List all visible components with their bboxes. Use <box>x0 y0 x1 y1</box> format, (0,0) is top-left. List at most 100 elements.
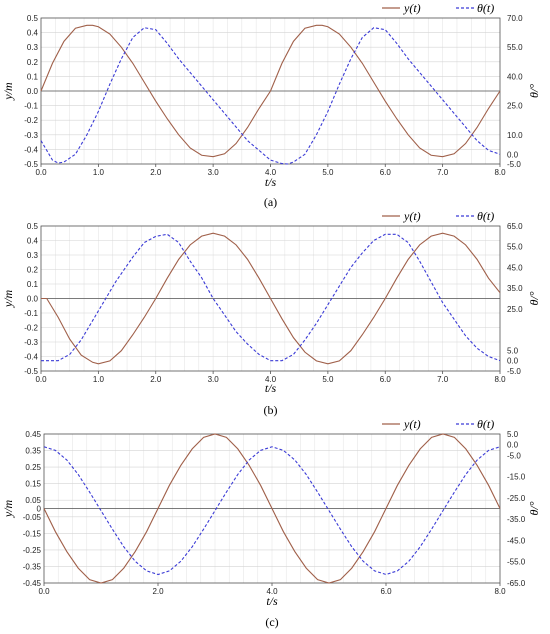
y-tick-label: 0.0 <box>27 87 39 96</box>
y2-tick-label: 0.0 <box>507 150 519 159</box>
y-tick-label: 0.4 <box>27 237 39 246</box>
y-tick-label: 0 <box>37 505 42 514</box>
y-tick-label: 0.45 <box>25 430 41 439</box>
x-tick-label: 4.0 <box>265 375 277 384</box>
x-tick-label: 8.0 <box>494 168 506 177</box>
y2-axis-label: θ/° <box>527 501 541 515</box>
y-tick-label: 0.3 <box>27 43 39 52</box>
x-tick-label: 8.0 <box>494 587 506 596</box>
y2-tick-label: -45.0 <box>507 536 526 545</box>
y-axis-label: y/m <box>1 290 15 309</box>
x-tick-label: 1.0 <box>93 168 105 177</box>
legend-label: θ(t) <box>477 417 494 431</box>
x-tick-label: 2.0 <box>152 587 164 596</box>
y-tick-label: 0.05 <box>25 496 41 505</box>
y2-tick-label: -35.0 <box>507 515 526 524</box>
x-tick-label: 6.0 <box>380 375 392 384</box>
x-tick-label: 8.0 <box>494 375 506 384</box>
chart-1: 0.0 1.0 2.0 3.0 4.0 5.0 6.0 7.0 8.0 -0.5 -0.4 -0.3 -… <box>1 1 541 209</box>
y-tick-label: -0.4 <box>24 353 38 362</box>
x-tick-label: 2.0 <box>150 375 162 384</box>
y-tick-label: -0.2 <box>24 116 38 125</box>
y2-tick-label: 25.0 <box>507 102 523 111</box>
y2-tick-label: -65.0 <box>507 579 526 588</box>
series-line-theta <box>40 27 501 165</box>
x-tick-label: 4.0 <box>266 587 278 596</box>
x-tick-label: 5.0 <box>322 375 334 384</box>
x-tick-label: 0.0 <box>38 587 50 596</box>
x-tick-label: 7.0 <box>437 375 449 384</box>
y2-tick-label: 0.0 <box>507 357 519 366</box>
y-tick-label: -0.1 <box>24 102 38 111</box>
y-tick-label: 0.4 <box>27 29 39 38</box>
y-tick-label: -0.05 <box>23 513 42 522</box>
y-tick-label: -0.25 <box>23 546 42 555</box>
series-line-theta <box>41 233 501 362</box>
chart-caption: (c) <box>265 615 278 629</box>
y-tick-label: 0.25 <box>25 463 41 472</box>
y-tick-label: 0.5 <box>27 222 39 231</box>
y-tick-label: 0.3 <box>27 251 39 260</box>
legend-label: y(t) <box>403 209 421 223</box>
legend-label: y(t) <box>403 417 421 431</box>
y-tick-label: -0.4 <box>24 145 38 154</box>
x-tick-label: 3.0 <box>208 375 220 384</box>
y-tick-label: 0.0 <box>27 295 39 304</box>
chart-caption: (a) <box>264 195 277 209</box>
y-tick-label: -0.15 <box>23 529 42 538</box>
legend-label: θ(t) <box>477 1 494 15</box>
x-tick-label: 5.0 <box>322 168 334 177</box>
y2-tick-label: -55.0 <box>507 558 526 567</box>
y2-tick-label: 25.0 <box>507 305 523 314</box>
y2-tick-label: 65.0 <box>507 222 523 231</box>
y-tick-label: -0.35 <box>23 562 42 571</box>
y-axis-label: y/m <box>1 82 15 101</box>
chart-3: 0.0 2.0 4.0 6.0 8.0 -0.45 -0.35 -0.25 -0.15 -0.05… <box>1 417 541 629</box>
y2-tick-label: 40.0 <box>507 72 523 81</box>
y-tick-label: 0.5 <box>27 14 39 23</box>
x-tick-label: 0.0 <box>35 375 47 384</box>
x-axis-label: t/s <box>266 594 278 608</box>
y-tick-label: -0.2 <box>24 324 38 333</box>
y-tick-label: -0.5 <box>24 160 38 169</box>
series-line-y <box>41 232 501 365</box>
y2-tick-label: 10.0 <box>507 131 523 140</box>
x-axis-label: t/s <box>265 175 277 189</box>
y2-tick-label: 0.0 <box>507 441 519 450</box>
y2-tick-label: 5.0 <box>507 430 519 439</box>
y-tick-label: 0.35 <box>25 447 41 456</box>
y-tick-label: -0.5 <box>24 367 38 376</box>
y2-tick-label: 55.0 <box>507 43 523 52</box>
x-tick-label: 6.0 <box>380 587 392 596</box>
series-line-theta <box>43 446 501 576</box>
y2-tick-label: -25.0 <box>507 494 526 503</box>
x-tick-label: 4.0 <box>265 168 277 177</box>
y-tick-label: 0.1 <box>27 280 39 289</box>
y2-tick-label: 35.0 <box>507 284 523 293</box>
y2-tick-label: 70.0 <box>507 14 523 23</box>
y-tick-label: -0.1 <box>24 309 38 318</box>
x-axis-label: t/s <box>265 381 277 395</box>
legend-label: y(t) <box>403 1 421 15</box>
chart-caption: (b) <box>264 403 278 417</box>
y-tick-label: 0.2 <box>27 58 39 67</box>
y-tick-label: -0.3 <box>24 338 38 347</box>
y-tick-label: -0.45 <box>23 579 42 588</box>
y2-tick-label: -5.0 <box>507 160 521 169</box>
y2-tick-label: -5.0 <box>507 451 521 460</box>
y2-tick-label: 45.0 <box>507 263 523 272</box>
x-tick-label: 7.0 <box>437 168 449 177</box>
y2-axis-label: θ/° <box>527 291 541 305</box>
y-axis-label: y/m <box>1 500 15 519</box>
legend-label: θ(t) <box>477 209 494 223</box>
series-line-y <box>43 433 501 584</box>
y-tick-label: 0.2 <box>27 266 39 275</box>
series-line-y <box>40 24 501 158</box>
y-tick-label: 0.15 <box>25 480 41 489</box>
y2-tick-label: -5.0 <box>507 367 521 376</box>
y-tick-label: 0.1 <box>27 72 39 81</box>
y2-axis-label: θ/° <box>527 84 541 98</box>
y2-tick-label: -15.0 <box>507 473 526 482</box>
chart-2: 0.0 1.0 2.0 3.0 4.0 5.0 6.0 7.0 8.0 -0.5 -0.4 -0.3 -… <box>1 209 541 417</box>
